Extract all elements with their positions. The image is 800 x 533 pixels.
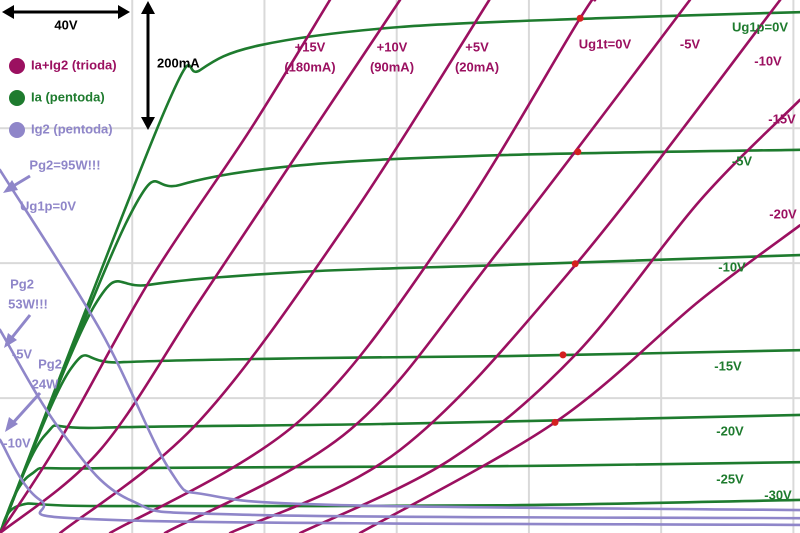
arrow-head <box>118 5 130 19</box>
marker-dot <box>574 148 582 156</box>
arrow <box>8 314 32 341</box>
curve <box>0 460 800 533</box>
labels: Ug1p=0V -5V -10V -15V -20V -25V -30V +15V (180mA… <box>3 19 797 502</box>
curve-label: -10V <box>754 53 782 68</box>
arrow-head <box>141 117 155 130</box>
scale-y <box>141 1 155 130</box>
curve-label: +15V <box>295 39 326 54</box>
curve-label: -5V <box>680 36 701 51</box>
marker-dot <box>576 14 584 22</box>
arrow-head <box>141 1 155 14</box>
scale-x-label: 40V <box>54 17 77 32</box>
annotation: Pg2 <box>10 276 34 291</box>
legend: Ia+Ig2 (trioda) Ia (pentoda) Ig2 (pentoda) <box>9 57 117 138</box>
arrow-head <box>5 417 18 432</box>
legend-label: Ia (pentoda) <box>31 89 105 104</box>
scale-x <box>2 5 130 19</box>
curve <box>0 253 800 533</box>
curve-label: -10V <box>718 259 746 274</box>
curve <box>163 0 692 533</box>
legend-swatch <box>9 122 25 138</box>
curve-label: +5V <box>465 39 489 54</box>
curve-label: Ug1p=0V <box>732 19 788 34</box>
curve-label: -5V <box>732 153 753 168</box>
legend-swatch <box>9 90 25 106</box>
scale-y-label: 200mA <box>157 55 200 70</box>
curve-label: -25V <box>716 471 744 486</box>
arrow-head <box>2 5 14 19</box>
curve <box>58 0 491 533</box>
curve-note: (20mA) <box>455 59 499 74</box>
marker-dot <box>571 260 579 268</box>
curve <box>0 438 800 527</box>
curve <box>0 0 332 533</box>
curve-label: Ug1p=0V <box>20 198 76 213</box>
arrow <box>10 391 42 426</box>
annotation: Pg2 <box>38 356 62 371</box>
curve-note: (180mA) <box>284 59 335 74</box>
curve-label: -10V <box>3 435 31 450</box>
curve-label: -15V <box>768 111 796 126</box>
curve <box>0 10 800 533</box>
legend-label: Ig2 (pentoda) <box>31 121 113 136</box>
curve-note: (90mA) <box>370 59 414 74</box>
legend-label: Ia+Ig2 (trioda) <box>31 57 117 72</box>
curve <box>358 224 800 533</box>
arrow-head <box>4 333 17 348</box>
arrow-head <box>3 180 18 193</box>
curve-label: -15V <box>714 358 742 373</box>
curve <box>0 348 800 533</box>
annotation-arrows <box>3 174 42 432</box>
curve <box>0 413 800 533</box>
legend-swatch <box>9 58 25 74</box>
curve-label: -5V <box>12 346 33 361</box>
annotation: Pg2=95W!!! <box>29 157 100 172</box>
curve <box>0 328 800 520</box>
curve <box>0 0 402 533</box>
marker-dot <box>551 418 559 426</box>
curve <box>298 98 800 533</box>
marker-dot <box>559 351 567 359</box>
annotation: 24W <box>32 376 59 391</box>
curve-label: Ug1t=0V <box>579 36 632 51</box>
curve <box>0 168 800 512</box>
curve-label: -20V <box>716 423 744 438</box>
curve-label: +10V <box>377 39 408 54</box>
curve-label: -30V <box>764 487 792 502</box>
curve <box>228 0 782 533</box>
annotation: 53W!!! <box>8 296 48 311</box>
curve-label: -20V <box>769 206 797 221</box>
